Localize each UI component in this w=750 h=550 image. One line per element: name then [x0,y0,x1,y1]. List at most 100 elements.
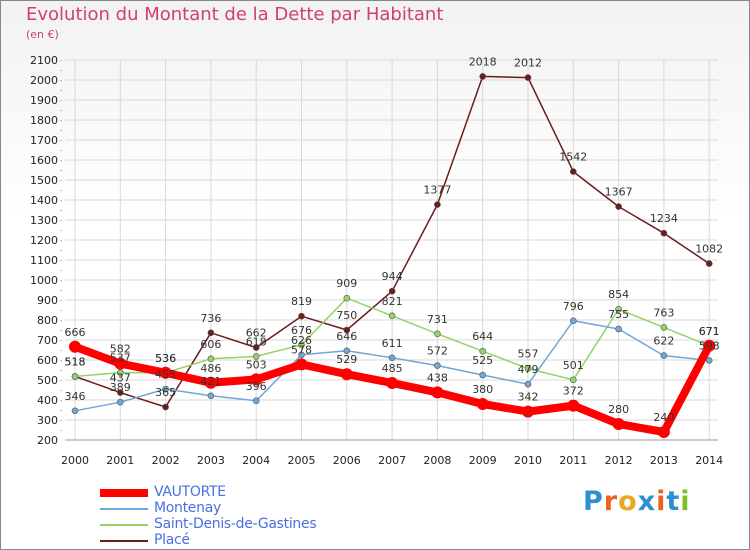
data-point [657,426,670,438]
data-label: 622 [653,335,674,348]
legend-label: Saint-Denis-de-Gastines [154,516,317,532]
data-label: 389 [110,381,131,394]
data-point [569,168,577,175]
data-point [207,329,215,337]
y-tick-label: 1500 [30,174,58,187]
data-label: 572 [427,345,448,358]
y-tick-label: 2000 [30,74,58,87]
x-tick-label: 2008 [423,454,451,467]
data-label: 529 [336,353,357,366]
data-label: 372 [563,385,584,398]
data-label: 671 [699,325,720,338]
y-tick-label: 1200 [30,234,58,247]
y-axis-ticks: 200 300 400 500 600 700 800 900 1000 1100 1200 1300… [30,54,58,447]
data-label: 671 [699,325,720,338]
y-tick-label: 300 [37,414,58,427]
x-tick-label: 2000 [61,454,89,467]
legend-swatch [100,524,148,526]
data-point [615,325,622,333]
data-label: 396 [246,380,267,393]
data-point [524,380,532,388]
data-label: 557 [518,348,539,361]
data-label: 763 [653,306,674,319]
y-tick-label: 1400 [30,194,58,207]
x-tick-label: 2002 [152,454,180,467]
legend-swatch [100,540,148,542]
data-label: 909 [336,277,357,290]
unit-label: (en €) [26,28,59,41]
data-point [660,229,668,237]
chart-title: Evolution du Montant de la Dette par Hab… [26,4,444,25]
data-label: 626 [291,334,312,347]
data-point [434,362,441,369]
proxiti-logo: Proxiti [583,486,691,517]
y-tick-label: 1300 [30,214,58,227]
data-point [522,405,534,418]
x-tick-label: 2009 [469,454,497,467]
data-point [569,376,577,384]
data-label: 240 [653,411,674,424]
data-label: 455 [155,368,176,381]
data-point [476,398,489,410]
data-point [524,365,532,372]
data-label: 598 [699,339,720,352]
data-point [159,366,172,379]
x-tick-label: 2001 [106,454,134,467]
data-label: 342 [518,391,539,404]
data-point [660,352,668,359]
data-point [162,385,169,393]
data-point [204,376,217,389]
y-tick-label: 2100 [30,54,58,67]
y-tick-label: 1800 [30,114,58,127]
y-tick-label: 700 [37,334,58,347]
data-point [117,389,124,396]
data-label: 644 [472,330,493,343]
data-point [388,354,396,362]
data-point [434,201,441,208]
data-label: 518 [65,355,86,368]
data-point [252,353,260,360]
data-point [660,324,668,331]
data-label: 662 [246,327,267,340]
legend-swatch [100,508,148,510]
data-point [207,355,215,363]
y-tick-label: 1900 [30,94,58,107]
y-tick-label: 1600 [30,154,58,167]
data-point [295,358,308,371]
data-label: 676 [291,324,312,337]
y-tick-label: 800 [37,314,58,327]
data-point [612,418,625,430]
data-label: 1377 [423,184,451,197]
data-point [524,74,532,81]
data-label: 479 [518,363,539,376]
data-point [343,326,351,334]
data-point [69,340,81,353]
data-label: 2018 [469,55,497,68]
data-point [298,312,305,320]
data-point [117,398,124,406]
data-point [250,373,263,386]
data-label: 666 [65,326,86,339]
data-label: 438 [427,371,448,384]
data-label: 537 [110,352,131,365]
y-tick-label: 500 [37,374,58,387]
x-tick-label: 2004 [242,454,270,467]
data-label: 736 [200,312,221,325]
data-label: 944 [382,270,403,283]
data-label: 578 [291,343,312,356]
data-point [431,386,444,399]
y-tick-label: 1700 [30,134,58,147]
data-point [386,377,399,389]
data-point [615,305,622,313]
data-point [615,203,622,210]
data-label: 582 [110,343,131,356]
legend-label: Montenay [154,500,221,516]
data-point [71,373,79,380]
data-label: 1234 [650,212,678,225]
x-tick-label: 2007 [378,454,406,467]
data-point [479,347,487,355]
x-tick-label: 2012 [605,454,633,467]
data-point [343,294,351,302]
data-label: 750 [336,309,357,322]
legend-label: VAUTORTE [154,484,226,500]
